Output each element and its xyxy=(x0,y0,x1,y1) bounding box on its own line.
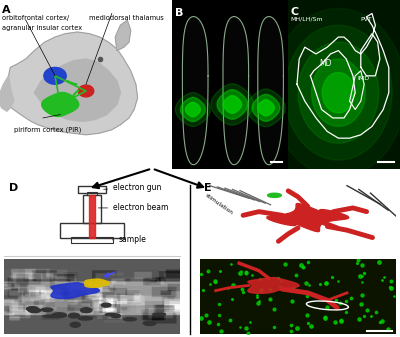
Polygon shape xyxy=(85,279,110,287)
Polygon shape xyxy=(51,283,100,299)
Text: orbitofrontal cortex/: orbitofrontal cortex/ xyxy=(2,15,69,21)
Polygon shape xyxy=(180,97,206,122)
Ellipse shape xyxy=(28,308,41,313)
Polygon shape xyxy=(217,90,248,119)
Polygon shape xyxy=(258,100,274,116)
Bar xyxy=(60,223,124,238)
Bar xyxy=(87,192,97,195)
Polygon shape xyxy=(258,17,284,165)
Ellipse shape xyxy=(52,313,66,317)
Text: stimulation: stimulation xyxy=(204,193,234,216)
Text: E: E xyxy=(204,183,212,193)
Ellipse shape xyxy=(70,322,80,327)
Text: MD: MD xyxy=(319,59,332,68)
Ellipse shape xyxy=(68,313,80,318)
Polygon shape xyxy=(211,84,254,125)
Polygon shape xyxy=(268,193,281,197)
Polygon shape xyxy=(267,204,349,232)
Polygon shape xyxy=(89,195,95,238)
Polygon shape xyxy=(322,72,354,113)
Polygon shape xyxy=(34,59,120,121)
Text: C: C xyxy=(290,7,298,17)
Polygon shape xyxy=(0,76,14,111)
Ellipse shape xyxy=(123,318,136,321)
Polygon shape xyxy=(78,85,94,97)
Polygon shape xyxy=(223,96,242,113)
Polygon shape xyxy=(4,32,138,135)
Polygon shape xyxy=(185,102,200,117)
Ellipse shape xyxy=(41,308,53,311)
Bar xyxy=(71,237,113,243)
Bar xyxy=(83,195,101,223)
Polygon shape xyxy=(312,59,365,126)
Polygon shape xyxy=(182,17,208,165)
Polygon shape xyxy=(115,20,131,51)
Text: sample: sample xyxy=(112,235,146,244)
Ellipse shape xyxy=(78,317,92,320)
Polygon shape xyxy=(252,94,280,121)
Polygon shape xyxy=(175,93,210,126)
Text: electron beam: electron beam xyxy=(98,204,168,212)
Text: D: D xyxy=(9,183,18,193)
Text: B: B xyxy=(176,8,184,19)
Text: electron gun: electron gun xyxy=(104,183,162,192)
Bar xyxy=(78,186,106,193)
Ellipse shape xyxy=(102,303,111,307)
Ellipse shape xyxy=(143,321,156,326)
Polygon shape xyxy=(246,89,286,127)
Ellipse shape xyxy=(26,307,38,311)
Ellipse shape xyxy=(80,308,92,313)
Text: IMD: IMD xyxy=(358,76,370,81)
Text: piriform cortex (PIR): piriform cortex (PIR) xyxy=(14,126,81,133)
Ellipse shape xyxy=(111,314,120,318)
Polygon shape xyxy=(223,17,249,165)
Text: MH/LH/Sm: MH/LH/Sm xyxy=(290,17,323,22)
Text: PVT: PVT xyxy=(361,17,372,22)
Polygon shape xyxy=(44,67,66,84)
Text: A: A xyxy=(2,5,10,15)
Polygon shape xyxy=(285,25,392,160)
Polygon shape xyxy=(248,278,299,293)
Polygon shape xyxy=(271,8,400,177)
Polygon shape xyxy=(298,42,379,143)
Polygon shape xyxy=(42,92,79,117)
Ellipse shape xyxy=(105,313,117,316)
Text: agranular insular cortex: agranular insular cortex xyxy=(2,25,82,31)
Ellipse shape xyxy=(43,315,60,317)
Text: mediodorsal thalamus: mediodorsal thalamus xyxy=(90,15,164,21)
Ellipse shape xyxy=(153,313,166,315)
